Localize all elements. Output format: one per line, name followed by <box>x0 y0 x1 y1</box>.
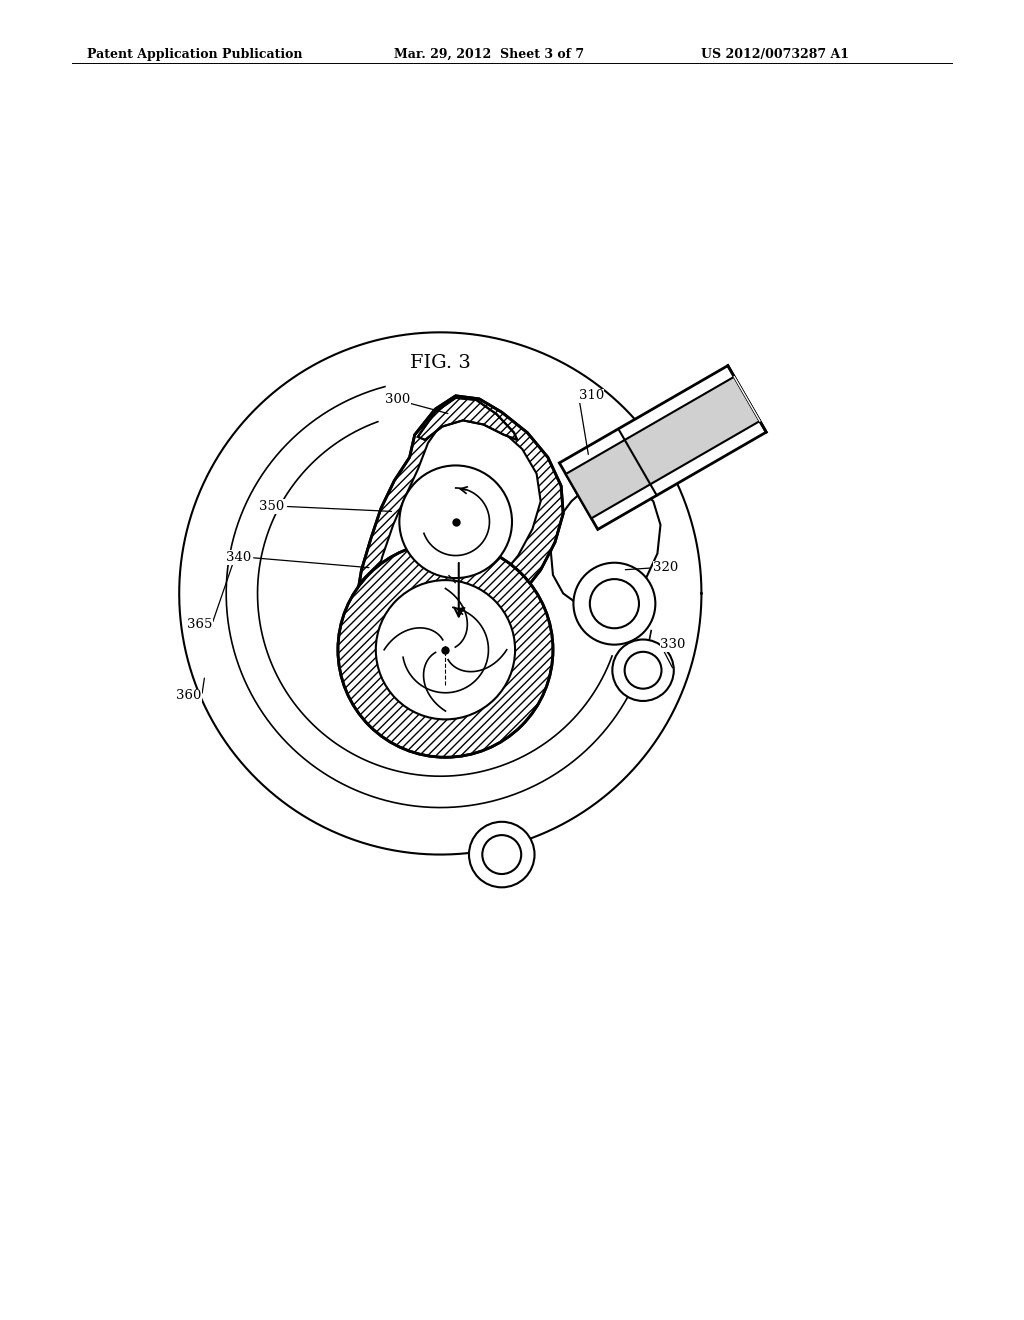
Circle shape <box>338 543 553 758</box>
Circle shape <box>573 562 655 644</box>
Text: 340: 340 <box>225 552 251 564</box>
Circle shape <box>469 822 535 887</box>
Circle shape <box>376 579 515 719</box>
Circle shape <box>590 579 639 628</box>
Polygon shape <box>559 366 766 529</box>
Polygon shape <box>376 412 541 671</box>
Text: 330: 330 <box>660 638 686 651</box>
Circle shape <box>482 836 521 874</box>
Text: Patent Application Publication: Patent Application Publication <box>87 48 302 61</box>
Text: Mar. 29, 2012  Sheet 3 of 7: Mar. 29, 2012 Sheet 3 of 7 <box>394 48 585 61</box>
Text: 320: 320 <box>653 561 679 574</box>
Text: 350: 350 <box>259 500 285 513</box>
Text: 310: 310 <box>579 389 604 403</box>
Circle shape <box>612 639 674 701</box>
Text: 365: 365 <box>186 618 212 631</box>
Polygon shape <box>565 376 760 519</box>
Text: 360: 360 <box>176 689 202 702</box>
Polygon shape <box>551 478 660 611</box>
Circle shape <box>399 466 512 578</box>
Circle shape <box>625 652 662 689</box>
Text: FIG. 3: FIG. 3 <box>410 354 471 372</box>
Text: US 2012/0073287 A1: US 2012/0073287 A1 <box>701 48 850 61</box>
Text: 300: 300 <box>385 393 410 407</box>
Polygon shape <box>356 396 563 693</box>
Polygon shape <box>418 397 517 440</box>
